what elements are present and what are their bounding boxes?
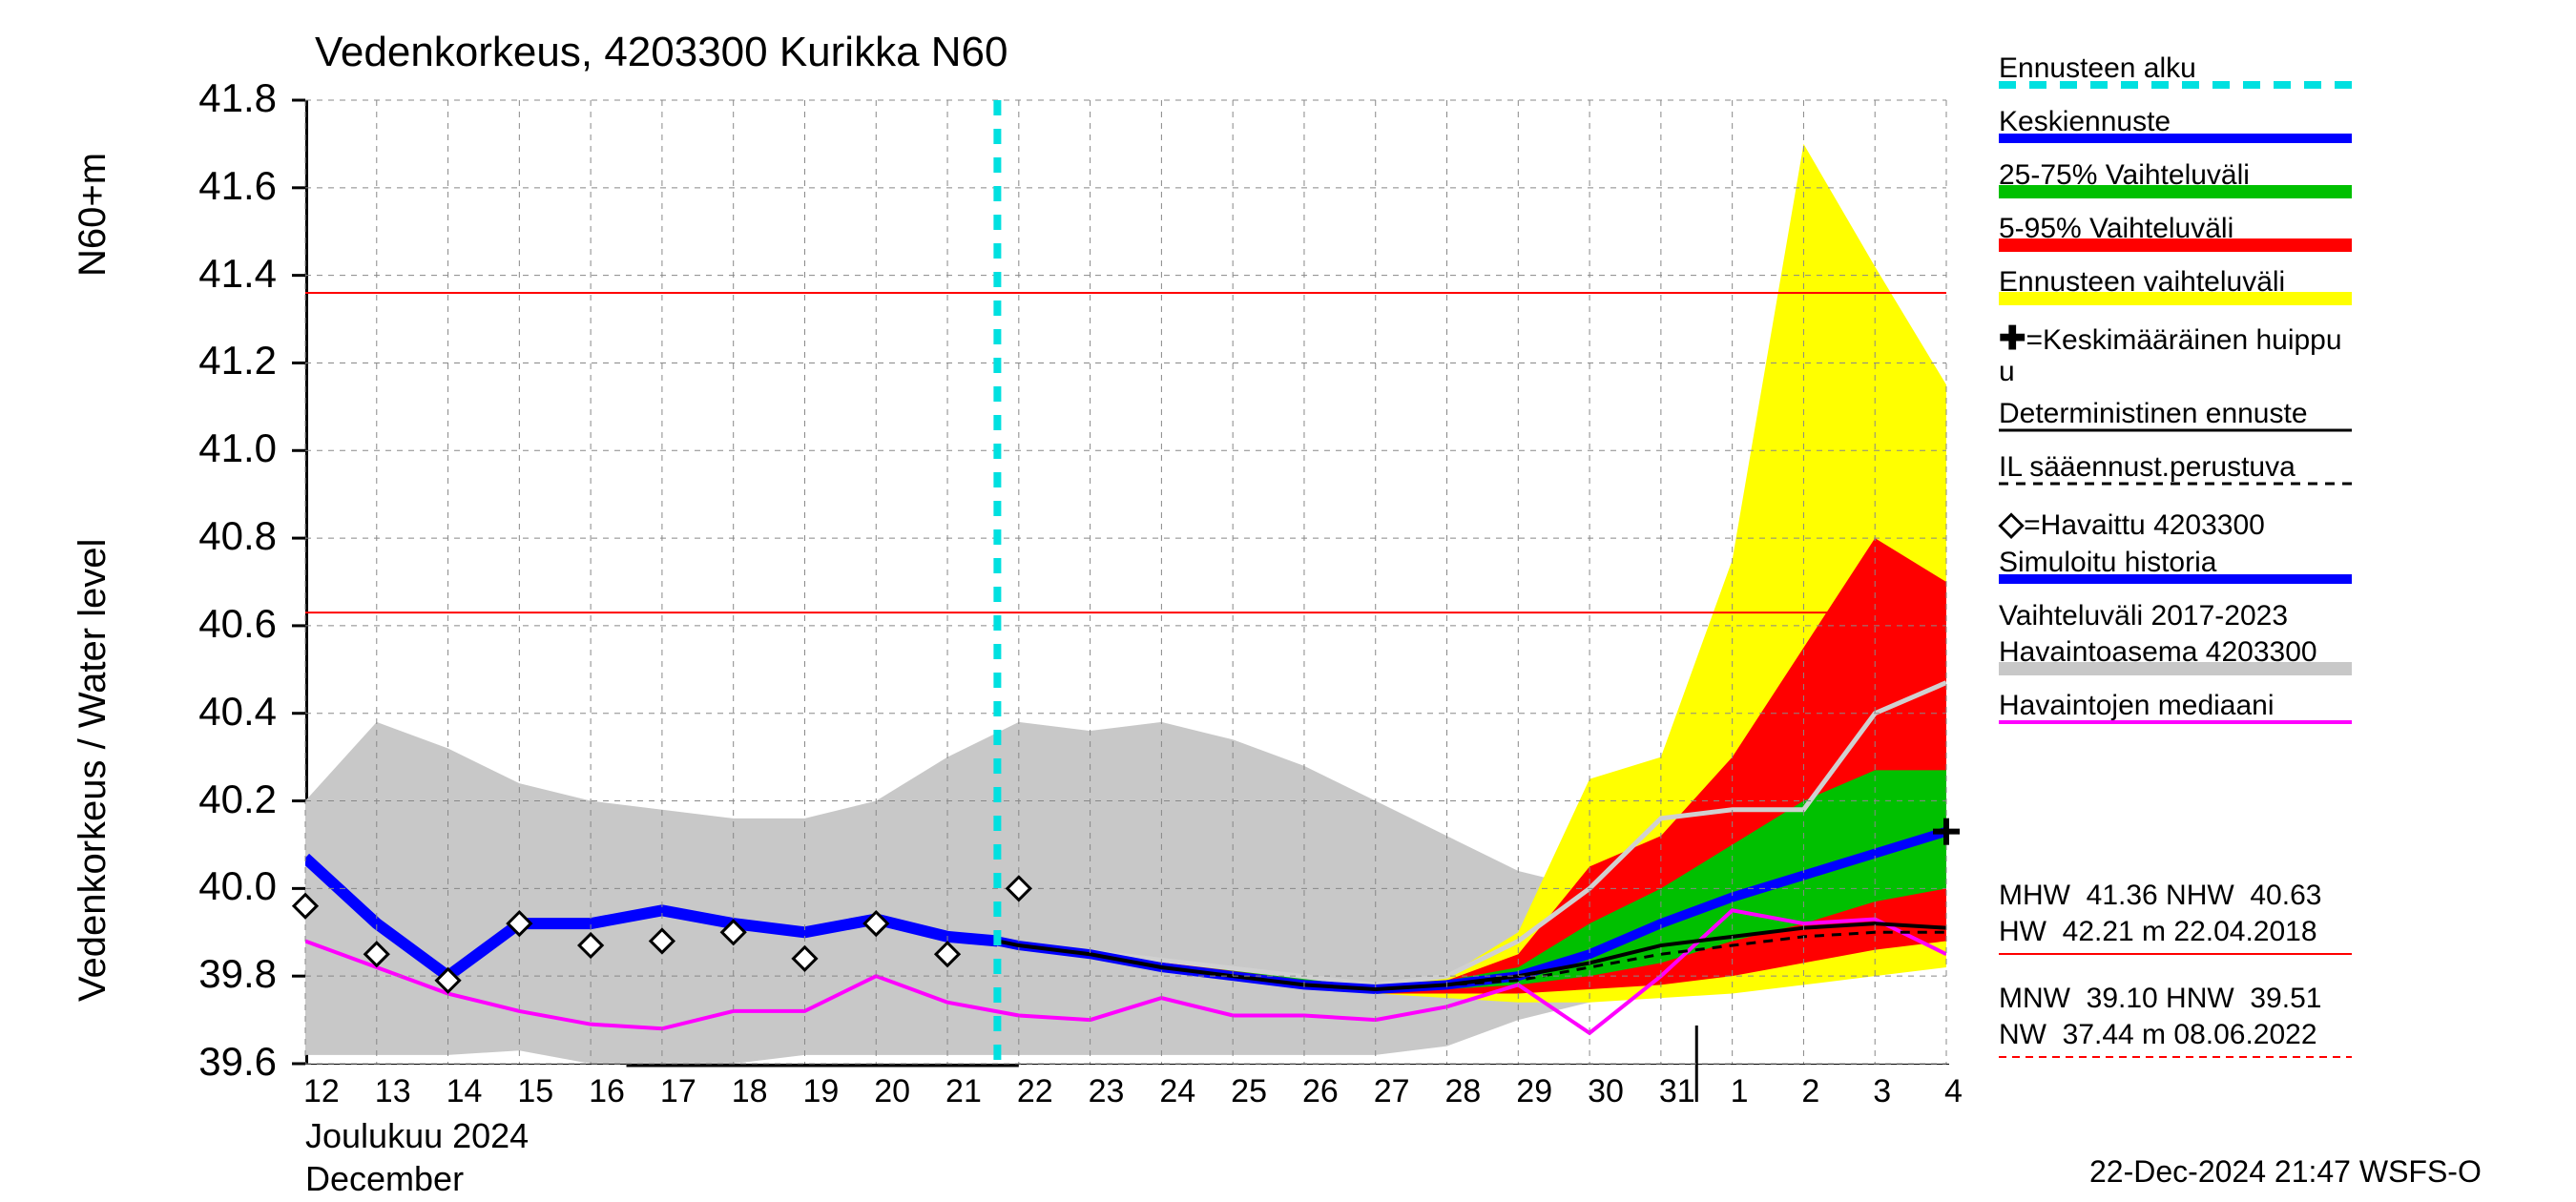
y-tick-40: 40.0 <box>162 863 277 909</box>
footer-timestamp: 22-Dec-2024 21:47 WSFS-O <box>2089 1154 2482 1190</box>
x-tick-27: 27 <box>1374 1073 1410 1110</box>
y-tick-40.2: 40.2 <box>162 777 277 822</box>
stat-mnw: MNW 39.10 HNW 39.51 <box>1999 983 2321 1015</box>
y-tick-41: 41.0 <box>162 425 277 471</box>
x-month-fi: Joulukuu 2024 <box>305 1116 529 1156</box>
x-tick-20: 20 <box>874 1073 910 1110</box>
x-tick-19: 19 <box>802 1073 839 1110</box>
legend-deterministinen: Deterministinen ennuste <box>1999 398 2308 430</box>
x-tick-23: 23 <box>1089 1073 1125 1110</box>
x-tick-30: 30 <box>1588 1073 1624 1110</box>
legend-ennusteen_vaihteluvali: Ennusteen vaihteluväli <box>1999 266 2285 299</box>
y-tick-41.2: 41.2 <box>162 338 277 383</box>
x-tick-12: 12 <box>303 1073 340 1110</box>
x-tick-25: 25 <box>1231 1073 1267 1110</box>
legend-havaittu: ◇=Havaittu 4203300 <box>1999 505 2265 543</box>
x-tick-15: 15 <box>517 1073 553 1110</box>
x-tick-14: 14 <box>447 1073 483 1110</box>
legend-vaihteluvali_5_95: 5-95% Vaihteluväli <box>1999 213 2233 245</box>
y-tick-39.6: 39.6 <box>162 1039 277 1085</box>
y-tick-41.6: 41.6 <box>162 163 277 209</box>
y-tick-41.8: 41.8 <box>162 75 277 121</box>
x-tick-29: 29 <box>1516 1073 1552 1110</box>
stat-nw: NW 37.44 m 08.06.2022 <box>1999 1019 2317 1051</box>
y-tick-41.4: 41.4 <box>162 251 277 297</box>
x-tick-18: 18 <box>732 1073 768 1110</box>
y-tick-40.8: 40.8 <box>162 513 277 559</box>
legend-havaintojen_mediaani: Havaintojen mediaani <box>1999 690 2275 722</box>
legend-simuloitu_historia: Simuloitu historia <box>1999 547 2216 579</box>
y-tick-40.4: 40.4 <box>162 689 277 735</box>
x-tick-26: 26 <box>1302 1073 1339 1110</box>
x-tick-28: 28 <box>1445 1073 1482 1110</box>
legend-ennusteen_alku: Ennusteen alku <box>1999 52 2196 85</box>
x-tick-4: 4 <box>1944 1073 1963 1110</box>
stat-mhw: MHW 41.36 NHW 40.63 <box>1999 880 2321 912</box>
y-tick-40.6: 40.6 <box>162 601 277 647</box>
x-month-en-2: December <box>305 1159 464 1199</box>
x-tick-22: 22 <box>1017 1073 1053 1110</box>
y-tick-39.8: 39.8 <box>162 951 277 997</box>
x-tick-31: 31 <box>1659 1073 1695 1110</box>
x-tick-21: 21 <box>945 1073 982 1110</box>
x-tick-16: 16 <box>589 1073 625 1110</box>
legend-il_saaennust: IL sääennust.perustuva <box>1999 451 2296 484</box>
x-tick-24: 24 <box>1159 1073 1195 1110</box>
x-tick-2: 2 <box>1801 1073 1819 1110</box>
legend-vaihteluvali_hist-line2: Havaintoasema 4203300 <box>1999 636 2317 669</box>
stat-hw: HW 42.21 m 22.04.2018 <box>1999 916 2317 948</box>
legend-keskimaarainen_huippu-line2: u <box>1999 356 2015 388</box>
x-tick-13: 13 <box>375 1073 411 1110</box>
legend-vaihteluvali_25_75: 25-75% Vaihteluväli <box>1999 159 2250 192</box>
legend-keskiennuste: Keskiennuste <box>1999 106 2171 138</box>
x-tick-3: 3 <box>1873 1073 1891 1110</box>
legend-keskimaarainen_huippu: ✚=Keskimääräinen huippu <box>1999 320 2342 358</box>
water-level-chart: Vedenkorkeus, 4203300 Kurikka N60 Vedenk… <box>0 0 2576 1145</box>
x-tick-17: 17 <box>660 1073 696 1110</box>
x-tick-1: 1 <box>1731 1073 1749 1110</box>
legend-vaihteluvali_hist: Vaihteluväli 2017-2023 <box>1999 600 2288 632</box>
